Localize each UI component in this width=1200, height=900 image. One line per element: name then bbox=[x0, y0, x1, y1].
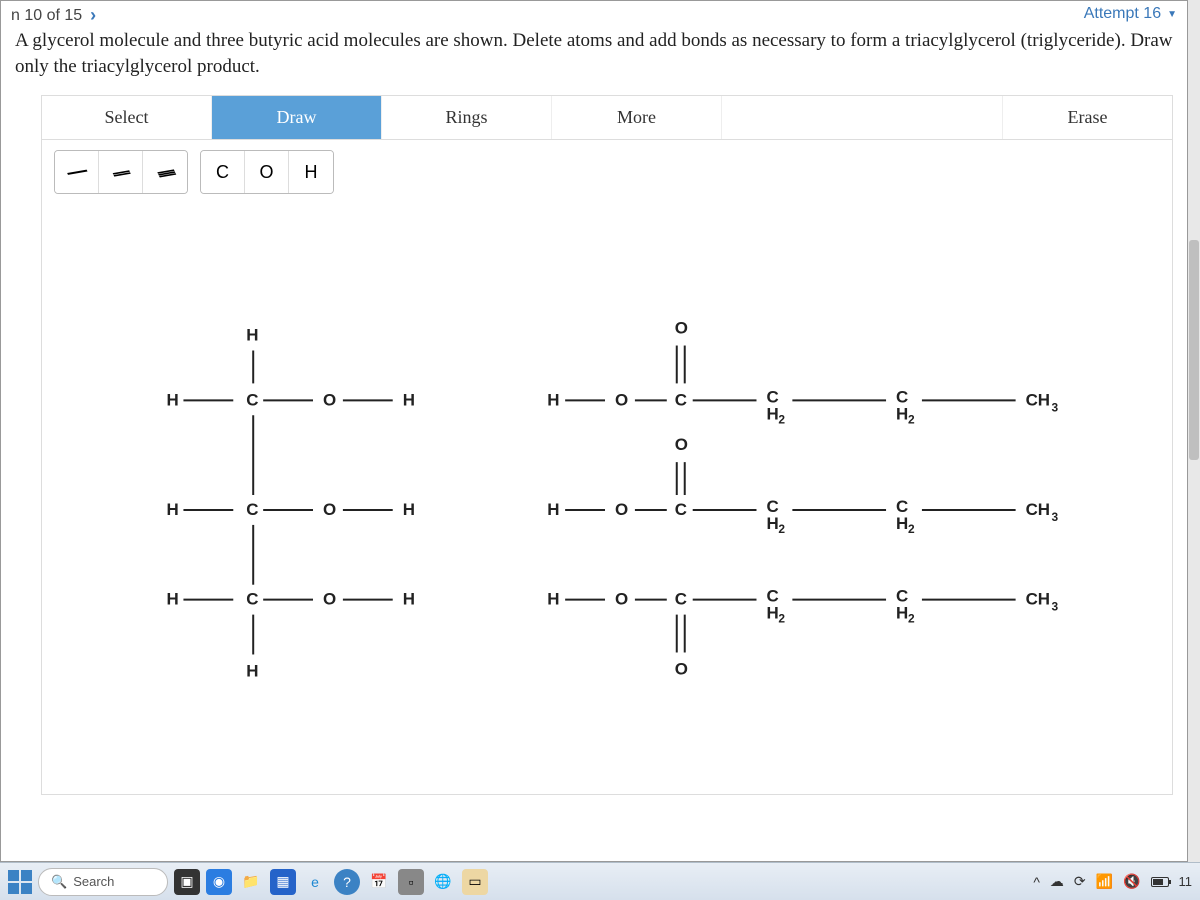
atom-tool-group: C O H bbox=[200, 150, 334, 194]
taskbar-app-1[interactable]: ▣ bbox=[174, 869, 200, 895]
atom-label: O bbox=[615, 500, 628, 519]
tray-battery-icon[interactable] bbox=[1151, 877, 1169, 887]
molecule-editor: Select Draw Rings More Erase / // /// C … bbox=[41, 95, 1173, 795]
tray-sync-icon[interactable]: ⟳ bbox=[1074, 873, 1086, 890]
taskbar-app-10[interactable]: ▭ bbox=[462, 869, 488, 895]
atom-label: H bbox=[403, 590, 415, 609]
tab-erase[interactable]: Erase bbox=[1002, 96, 1172, 139]
atom-label: H bbox=[166, 500, 178, 519]
atom-label: 2 bbox=[778, 522, 785, 536]
atom-h-tool[interactable]: H bbox=[289, 151, 333, 193]
atom-label: H bbox=[246, 662, 258, 681]
atom-label: 2 bbox=[908, 612, 915, 626]
tray-cloud-icon[interactable]: ☁ bbox=[1050, 873, 1064, 890]
atom-label: O bbox=[323, 500, 336, 519]
atom-label: O bbox=[675, 319, 688, 338]
atom-label: H bbox=[403, 500, 415, 519]
tray-wifi-icon[interactable]: 📶 bbox=[1096, 873, 1113, 890]
atom-label: 3 bbox=[1051, 510, 1058, 524]
taskbar-edge[interactable]: e bbox=[302, 869, 328, 895]
atom-label: H bbox=[896, 604, 908, 623]
atom-label: O bbox=[615, 590, 628, 609]
atom-label: H bbox=[766, 604, 778, 623]
atom-label: CH bbox=[1026, 590, 1050, 609]
atom-label: CH bbox=[1026, 391, 1050, 410]
bond-tool-group: / // /// bbox=[54, 150, 188, 194]
taskbar-search[interactable]: 🔍 Search bbox=[38, 868, 168, 896]
taskbar-file-explorer[interactable]: 📁 bbox=[238, 869, 264, 895]
atom-label: C bbox=[246, 391, 258, 410]
search-icon: 🔍 bbox=[51, 874, 67, 890]
single-bond-tool[interactable]: / bbox=[55, 151, 99, 193]
tab-more[interactable]: More bbox=[552, 96, 722, 139]
taskbar-calendar[interactable]: 📅 bbox=[366, 869, 392, 895]
atom-label: C bbox=[246, 590, 258, 609]
tab-spacer bbox=[722, 96, 1002, 139]
atom-label: H bbox=[547, 590, 559, 609]
atom-c-tool[interactable]: C bbox=[201, 151, 245, 193]
atom-label: H bbox=[896, 405, 908, 424]
atom-label: H bbox=[766, 405, 778, 424]
atom-label: O bbox=[675, 660, 688, 679]
chevron-down-icon: ▼ bbox=[1167, 9, 1177, 20]
attempt-dropdown[interactable]: Attempt 16 ▼ bbox=[1084, 5, 1177, 23]
atom-label: H bbox=[246, 326, 258, 345]
atom-label: CH bbox=[1026, 500, 1050, 519]
taskbar-chrome[interactable]: 🌐 bbox=[430, 869, 456, 895]
atom-label: H bbox=[547, 391, 559, 410]
scrollbar-thumb[interactable] bbox=[1189, 240, 1199, 460]
atom-label: H bbox=[166, 590, 178, 609]
next-question-chevron[interactable]: › bbox=[90, 5, 96, 26]
question-nav: n 10 of 15 › bbox=[11, 5, 96, 26]
drawing-canvas[interactable]: H H C O H H C O H bbox=[42, 206, 1172, 794]
atom-label: 2 bbox=[778, 612, 785, 626]
taskbar-app-2[interactable]: ◉ bbox=[206, 869, 232, 895]
atom-label: 2 bbox=[908, 413, 915, 427]
tab-rings[interactable]: Rings bbox=[382, 96, 552, 139]
atom-label: O bbox=[323, 590, 336, 609]
atom-label: C bbox=[246, 500, 258, 519]
editor-tabs: Select Draw Rings More Erase bbox=[42, 96, 1172, 140]
tool-row: / // /// C O H bbox=[42, 140, 1172, 194]
tab-draw[interactable]: Draw bbox=[212, 96, 382, 139]
header: n 10 of 15 › Attempt 16 ▼ bbox=[1, 1, 1187, 26]
atom-label: H bbox=[766, 514, 778, 533]
tab-select[interactable]: Select bbox=[42, 96, 212, 139]
taskbar-app-8[interactable]: ▫ bbox=[398, 869, 424, 895]
atom-label: C bbox=[675, 391, 687, 410]
taskbar: 🔍 Search ▣ ◉ 📁 ▦ e ? 📅 ▫ 🌐 ▭ ^ ☁ ⟳ 📶 🔇 1… bbox=[0, 862, 1200, 900]
taskbar-help[interactable]: ? bbox=[334, 869, 360, 895]
vertical-scrollbar[interactable] bbox=[1188, 0, 1200, 862]
tray-time[interactable]: 11 bbox=[1179, 874, 1193, 889]
atom-label: 2 bbox=[908, 522, 915, 536]
atom-label: H bbox=[547, 500, 559, 519]
atom-label: 3 bbox=[1051, 600, 1058, 614]
tray-volume-icon[interactable]: 🔇 bbox=[1123, 873, 1140, 890]
atom-label: 2 bbox=[778, 413, 785, 427]
atom-label: C bbox=[675, 590, 687, 609]
atom-label: C bbox=[675, 500, 687, 519]
search-placeholder: Search bbox=[73, 874, 114, 889]
atom-label: H bbox=[896, 514, 908, 533]
atom-label: H bbox=[403, 391, 415, 410]
tray-chevron-icon[interactable]: ^ bbox=[1033, 874, 1040, 890]
app-window: n 10 of 15 › Attempt 16 ▼ A glycerol mol… bbox=[0, 0, 1188, 862]
atom-label: O bbox=[323, 391, 336, 410]
atom-label: H bbox=[166, 391, 178, 410]
question-counter: n 10 of 15 bbox=[11, 7, 82, 25]
start-button[interactable] bbox=[8, 870, 32, 894]
attempt-label: Attempt 16 bbox=[1084, 5, 1161, 23]
atom-label: O bbox=[615, 391, 628, 410]
taskbar-store[interactable]: ▦ bbox=[270, 869, 296, 895]
system-tray: ^ ☁ ⟳ 📶 🔇 11 bbox=[1033, 873, 1192, 890]
atom-o-tool[interactable]: O bbox=[245, 151, 289, 193]
triple-bond-tool[interactable]: /// bbox=[143, 151, 187, 193]
atom-label: O bbox=[675, 435, 688, 454]
atom-label: 3 bbox=[1051, 401, 1058, 415]
question-text: A glycerol molecule and three butyric ac… bbox=[1, 26, 1187, 89]
double-bond-tool[interactable]: // bbox=[99, 151, 143, 193]
